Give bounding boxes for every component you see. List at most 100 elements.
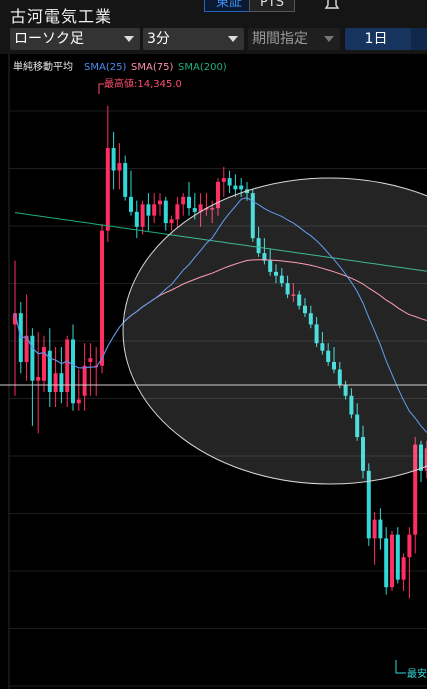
candle-body [326, 350, 331, 362]
candle-body [413, 444, 418, 535]
candle-body [82, 365, 87, 396]
low-leader-line [395, 660, 406, 674]
candle-body [111, 148, 116, 171]
candle-body [140, 204, 145, 227]
candle-body [42, 346, 46, 381]
candle-body [314, 324, 319, 344]
candle-body [221, 178, 226, 182]
candle-body [308, 313, 313, 325]
candle-body [285, 283, 290, 295]
candle-body [187, 196, 191, 209]
candle-body [117, 163, 122, 171]
high-price-annotation: 最高値:14,345.0 [98, 77, 182, 94]
candle-body [216, 181, 220, 209]
candle-body [274, 271, 278, 276]
candle-body [401, 557, 406, 580]
candle-body [53, 373, 58, 393]
candle-body [227, 178, 232, 186]
candle-body [169, 219, 174, 224]
candle-body [65, 339, 70, 393]
candle-body [279, 275, 284, 284]
candle-body [192, 208, 197, 212]
range-toggle[interactable] [411, 28, 427, 50]
candle-body [303, 305, 307, 314]
tab-tse[interactable]: 東証 [204, 0, 254, 12]
tab-pts[interactable]: PTS [249, 0, 295, 12]
candle-body [100, 230, 104, 366]
candle-body [395, 534, 400, 580]
candle-body [163, 200, 168, 224]
range-button[interactable]: 1日 [345, 28, 427, 50]
legend-sma25: SMA(25) [84, 62, 126, 73]
candle-body [250, 193, 255, 239]
period-select[interactable]: 期間指定 [248, 28, 340, 50]
candle-body [88, 358, 93, 362]
candle-body [13, 313, 17, 325]
range-value: 1日 [364, 31, 388, 47]
candle-body [407, 534, 412, 558]
candle-body [372, 519, 377, 539]
stock-name: 古河電気工業 [10, 7, 113, 26]
chevron-down-icon [228, 36, 238, 42]
highlight-ellipse[interactable] [122, 177, 427, 485]
interval-select[interactable]: 3分 [143, 28, 244, 50]
candle-body [105, 148, 110, 231]
candle-body [146, 204, 151, 216]
candle-body [175, 204, 180, 220]
candle-body [366, 470, 371, 539]
low-price-label: 最安 [407, 667, 427, 680]
interval-value: 3分 [147, 31, 170, 47]
legend-sma200: SMA(200) [178, 62, 227, 73]
candle-body [268, 260, 273, 272]
candle-body [291, 294, 296, 296]
legend-title: 単純移動平均 [13, 60, 73, 73]
chevron-down-icon [324, 36, 334, 42]
candle-body [262, 253, 267, 261]
candle-body [320, 343, 325, 351]
candle-body [129, 196, 133, 212]
candle-body [204, 208, 209, 210]
candle-body [343, 384, 348, 396]
bell-icon[interactable] [322, 0, 342, 10]
candle-body [390, 534, 394, 588]
candle-body [355, 414, 360, 438]
candle-body [256, 238, 261, 254]
chart-header: 古河電気工業 東証 PTS ローソク足 3分 期間指定 1日 [0, 0, 427, 54]
sma25-line [14, 197, 427, 433]
candle-body [59, 373, 64, 393]
candle-body [123, 163, 128, 197]
candle-body [297, 294, 302, 306]
candle-body [158, 200, 162, 205]
legend-sma75: SMA(75) [131, 62, 173, 73]
sma200-line [14, 212, 427, 272]
candle-body [76, 399, 81, 404]
period-value: 期間指定 [252, 31, 308, 47]
chart-type-value: ローソク足 [14, 31, 84, 47]
candle-body [239, 185, 244, 190]
candle-body [47, 350, 52, 393]
candle-body [210, 208, 215, 210]
candle-body [198, 204, 203, 212]
candle-body [361, 437, 365, 471]
chevron-down-icon [124, 36, 134, 42]
low-price-annotation: 最安 [395, 660, 427, 680]
candle-body [134, 211, 139, 227]
candle-body [181, 196, 186, 205]
candle-body [337, 369, 342, 385]
candle-body [384, 538, 389, 588]
candle-body [349, 395, 354, 415]
candle-body [424, 448, 427, 471]
candle-body [71, 339, 75, 404]
candlestick-chart[interactable]: 単純移動平均 SMA(25) SMA(75) SMA(200) 最高値:14,3… [0, 54, 427, 689]
candle-body [419, 444, 423, 471]
candle-body [36, 377, 41, 381]
candle-body [332, 361, 336, 370]
chart-legend: 単純移動平均 SMA(25) SMA(75) SMA(200) [13, 60, 227, 73]
chart-type-select[interactable]: ローソク足 [10, 28, 140, 50]
candle-body [152, 204, 157, 216]
candle-body [24, 335, 29, 362]
high-price-label: 最高値:14,345.0 [104, 77, 182, 90]
high-leader-line [98, 83, 104, 94]
candle-body [233, 185, 238, 190]
candle-body [30, 335, 35, 381]
